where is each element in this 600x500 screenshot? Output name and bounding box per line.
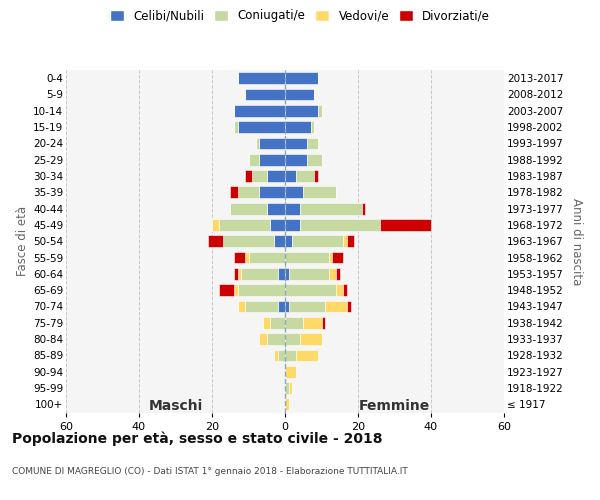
Bar xyxy=(285,268,289,280)
Bar xyxy=(285,252,329,264)
Bar xyxy=(238,121,285,133)
Bar xyxy=(299,203,362,214)
Bar xyxy=(285,350,296,362)
Bar xyxy=(271,219,285,231)
Bar xyxy=(289,300,325,312)
Bar xyxy=(285,366,296,378)
Bar xyxy=(380,219,431,231)
Bar xyxy=(285,170,296,182)
Bar xyxy=(259,138,285,149)
Bar xyxy=(285,317,303,328)
Bar xyxy=(299,333,322,345)
Bar xyxy=(285,300,289,312)
Bar xyxy=(238,300,245,312)
Bar xyxy=(259,186,285,198)
Bar xyxy=(259,154,285,166)
Bar xyxy=(347,236,355,247)
Bar xyxy=(307,154,322,166)
Text: COMUNE DI MAGREGLIO (CO) - Dati ISTAT 1° gennaio 2018 - Elaborazione TUTTITALIA.: COMUNE DI MAGREGLIO (CO) - Dati ISTAT 1°… xyxy=(12,467,408,476)
Bar xyxy=(289,382,292,394)
Bar xyxy=(343,236,347,247)
Bar xyxy=(289,268,329,280)
Bar xyxy=(245,170,252,182)
Bar xyxy=(274,236,285,247)
Bar xyxy=(343,284,347,296)
Bar xyxy=(329,268,336,280)
Bar xyxy=(263,317,271,328)
Y-axis label: Fasce di età: Fasce di età xyxy=(16,206,29,276)
Bar xyxy=(220,284,234,296)
Bar xyxy=(336,284,343,296)
Bar xyxy=(285,105,318,117)
Bar xyxy=(212,219,220,231)
Text: Femmine: Femmine xyxy=(359,398,430,412)
Bar xyxy=(285,72,318,84)
Bar xyxy=(278,268,285,280)
Bar xyxy=(267,333,285,345)
Bar xyxy=(223,236,274,247)
Bar xyxy=(267,203,285,214)
Bar xyxy=(303,186,336,198)
Text: Maschi: Maschi xyxy=(148,398,203,412)
Legend: Celibi/Nubili, Coniugati/e, Vedovi/e, Divorziati/e: Celibi/Nubili, Coniugati/e, Vedovi/e, Di… xyxy=(106,6,494,26)
Bar xyxy=(274,350,278,362)
Bar xyxy=(219,219,271,231)
Bar xyxy=(259,333,267,345)
Bar xyxy=(256,138,259,149)
Bar xyxy=(234,105,285,117)
Bar xyxy=(296,350,318,362)
Bar xyxy=(285,186,303,198)
Bar xyxy=(285,203,299,214)
Bar xyxy=(278,350,285,362)
Bar xyxy=(347,300,350,312)
Bar xyxy=(303,317,322,328)
Bar xyxy=(285,154,307,166)
Bar xyxy=(234,284,238,296)
Bar xyxy=(318,105,322,117)
Y-axis label: Anni di nascita: Anni di nascita xyxy=(570,198,583,285)
Bar xyxy=(314,170,318,182)
Bar xyxy=(311,121,314,133)
Bar xyxy=(234,252,245,264)
Bar xyxy=(285,236,292,247)
Bar xyxy=(234,268,238,280)
Bar xyxy=(362,203,365,214)
Bar xyxy=(245,252,248,264)
Bar xyxy=(325,300,347,312)
Bar xyxy=(248,154,259,166)
Bar xyxy=(285,138,307,149)
Bar xyxy=(322,317,325,328)
Bar xyxy=(245,88,285,101)
Bar xyxy=(248,252,285,264)
Bar xyxy=(285,333,299,345)
Bar xyxy=(285,382,289,394)
Bar xyxy=(230,186,238,198)
Bar xyxy=(285,398,289,410)
Bar xyxy=(307,138,318,149)
Bar xyxy=(252,170,267,182)
Bar xyxy=(292,236,343,247)
Bar xyxy=(285,219,299,231)
Bar xyxy=(285,284,336,296)
Bar xyxy=(238,268,241,280)
Bar xyxy=(278,300,285,312)
Bar xyxy=(238,186,259,198)
Bar xyxy=(234,121,238,133)
Bar xyxy=(285,121,311,133)
Bar xyxy=(245,300,278,312)
Bar xyxy=(299,219,380,231)
Bar xyxy=(285,88,314,101)
Bar xyxy=(238,72,285,84)
Bar xyxy=(230,203,267,214)
Bar xyxy=(241,268,278,280)
Bar xyxy=(267,170,285,182)
Bar xyxy=(271,317,285,328)
Bar xyxy=(296,170,314,182)
Bar xyxy=(208,236,223,247)
Bar xyxy=(332,252,343,264)
Bar xyxy=(329,252,332,264)
Bar xyxy=(336,268,340,280)
Bar xyxy=(238,284,285,296)
Text: Popolazione per età, sesso e stato civile - 2018: Popolazione per età, sesso e stato civil… xyxy=(12,431,383,446)
